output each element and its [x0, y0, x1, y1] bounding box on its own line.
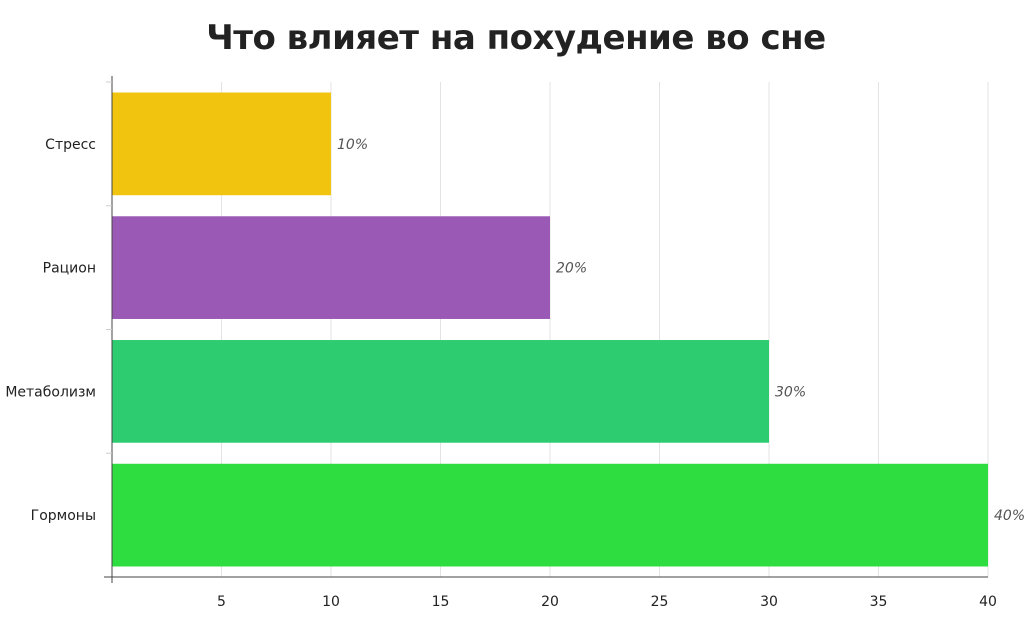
x-tick-label-5: 30	[760, 594, 778, 610]
category-label-2: Метаболизм	[5, 384, 96, 400]
x-tick-label-0: 5	[217, 594, 226, 610]
x-tick-label-7: 40	[979, 594, 997, 610]
bar-0	[112, 92, 331, 196]
bar-layer	[112, 92, 988, 567]
x-tick-label-4: 25	[651, 594, 669, 610]
category-label-1: Рацион	[43, 261, 96, 277]
data-label-2: 30%	[775, 384, 806, 400]
category-label-3: Гормоны	[31, 508, 96, 524]
label-layer: 10% Стресс 20% Рацион 30% Метаболизм 40% Гормон…	[5, 137, 1025, 610]
bar-2	[112, 340, 769, 443]
bar-1	[112, 216, 550, 319]
x-tick-label-6: 35	[870, 594, 888, 610]
bar-3	[112, 463, 988, 567]
x-tick-label-2: 15	[432, 594, 450, 610]
category-label-0: Стресс	[45, 137, 96, 153]
data-label-0: 10%	[337, 137, 368, 153]
data-label-1: 20%	[556, 261, 587, 277]
x-tick-label-1: 10	[322, 594, 340, 610]
chart-title: Что влияет на похудение во сне	[206, 18, 826, 58]
axis-layer	[104, 76, 988, 583]
data-label-3: 40%	[994, 508, 1025, 524]
x-tick-label-3: 20	[541, 594, 559, 610]
